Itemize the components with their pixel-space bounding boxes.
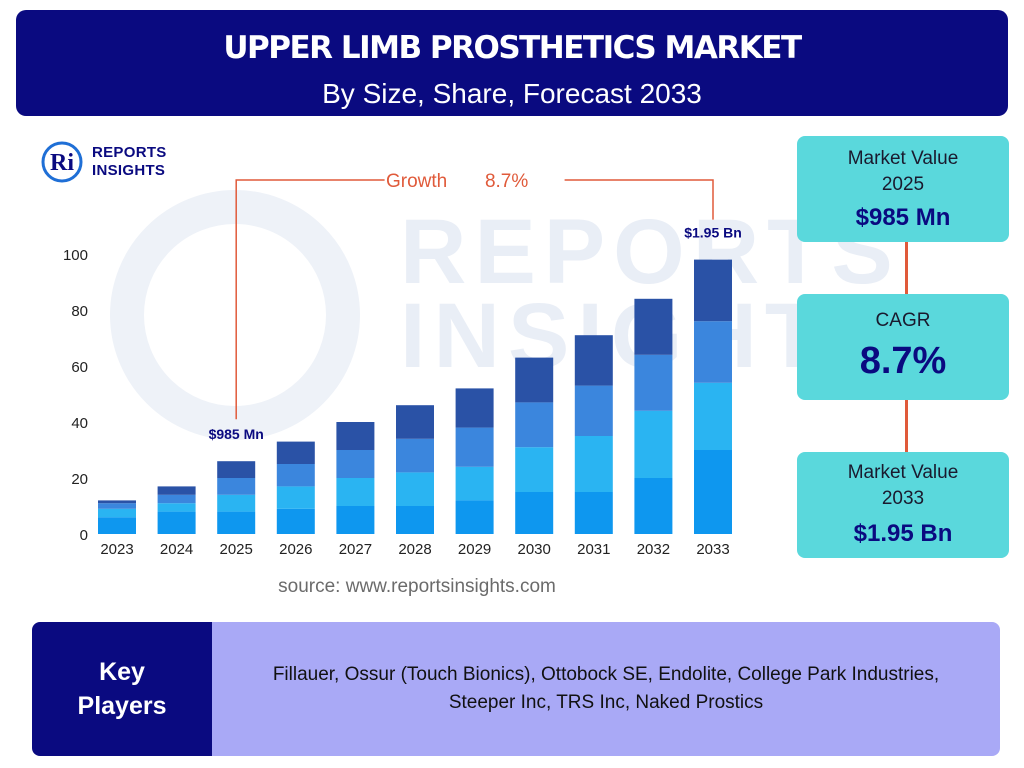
key-players-line-2: Steeper Inc, TRS Inc, Naked Prostics — [448, 692, 764, 713]
stacked-bar-chart: 0 20 40 60 80 100 2023 2024 2025 2026 2027 2028 2029… — [63, 171, 742, 558]
bar-segment — [634, 354, 673, 411]
growth-value: 8.7% — [485, 171, 528, 192]
data-label: $1.95 Bn — [684, 225, 742, 241]
bar-segment — [157, 486, 196, 495]
bar-segment — [515, 357, 554, 403]
x-tick-label: 2031 — [577, 541, 610, 558]
bar-segment — [98, 500, 136, 504]
bar-segment — [455, 388, 494, 428]
source-note: source: www.reportsinsights.com — [278, 576, 556, 597]
card-connector — [905, 400, 908, 452]
bar-segment — [694, 382, 732, 450]
page-title: UPPER LIMB PROSTHETICS MARKET — [223, 30, 802, 66]
y-tick-label: 100 — [63, 247, 88, 264]
bar-segment — [694, 450, 732, 534]
bar-segment — [336, 450, 375, 478]
card-label: Market Value — [847, 148, 959, 169]
bar-segment — [276, 486, 315, 509]
bar-segment — [336, 422, 375, 450]
bar-segment — [276, 464, 315, 487]
bar-segment — [396, 506, 434, 534]
bar-segment — [98, 503, 136, 509]
bar-segment — [515, 447, 554, 492]
bar-segment — [217, 494, 256, 512]
key-players-line-1: Fillauer, Ossur (Touch Bionics), Ottoboc… — [272, 664, 940, 685]
y-tick-label: 60 — [71, 359, 88, 376]
bar-segment — [276, 508, 315, 534]
cagr-value: 8.7% — [859, 340, 947, 382]
growth-bracket-left — [235, 179, 385, 420]
bar-segment — [396, 438, 434, 473]
logo-mark-icon: Ri — [41, 141, 83, 183]
bar-segment — [694, 259, 732, 322]
x-tick-label: 2029 — [458, 541, 491, 558]
card-year: 2033 — [881, 488, 925, 509]
bar-segment — [98, 508, 136, 518]
bar-segment — [98, 517, 136, 534]
x-tick-label: 2024 — [160, 541, 193, 558]
bar-segment — [276, 441, 315, 464]
y-tick-label: 0 — [80, 527, 88, 544]
y-tick-label: 80 — [71, 303, 88, 320]
bar-segment — [396, 405, 434, 439]
market-value-2033-card: Market Value 2033 $1.95 Bn — [797, 452, 1009, 558]
x-tick-label: 2032 — [637, 541, 670, 558]
svg-text:Ri: Ri — [50, 150, 74, 176]
logo-line-1: REPORTS — [92, 144, 167, 161]
bar-segment — [455, 427, 494, 467]
bar-segment — [336, 478, 375, 506]
y-tick-label: 40 — [71, 415, 88, 432]
bar-segment — [217, 511, 256, 534]
bar-segment — [574, 492, 613, 534]
y-tick-label: 20 — [71, 471, 88, 488]
card-value: $1.95 Bn — [853, 520, 953, 547]
cagr-card: CAGR 8.7% — [797, 294, 1009, 400]
growth-bracket-right — [564, 179, 714, 220]
card-value: $985 Mn — [855, 204, 951, 231]
x-tick-label: 2026 — [279, 541, 312, 558]
bar-segment — [157, 494, 196, 504]
bar-segment — [574, 436, 613, 492]
data-label: $985 Mn — [209, 426, 264, 442]
page-subtitle: By Size, Share, Forecast 2033 — [322, 78, 702, 109]
bar-segment — [634, 410, 673, 478]
company-logo: Ri REPORTS INSIGHTS — [40, 140, 220, 184]
bar-segment — [694, 321, 732, 383]
bar-segment — [336, 506, 375, 534]
bar-segment — [515, 492, 554, 534]
card-connector — [905, 242, 908, 294]
bar-segment — [217, 461, 256, 478]
x-tick-label: 2025 — [220, 541, 253, 558]
x-tick-label: 2030 — [518, 541, 551, 558]
key-players-heading: Key Players — [32, 622, 212, 756]
growth-label: Growth — [386, 171, 447, 192]
bar-segment — [455, 500, 494, 534]
bar-segment — [396, 472, 434, 506]
bar-segment — [157, 511, 196, 534]
bar-segment — [574, 385, 613, 436]
bar-segment — [574, 335, 613, 386]
bar-segment — [634, 298, 673, 355]
x-tick-label: 2023 — [100, 541, 133, 558]
cagr-label: CAGR — [875, 310, 931, 331]
bar-segment — [455, 466, 494, 501]
x-tick-label: 2033 — [696, 541, 729, 558]
card-year: 2025 — [881, 174, 925, 195]
market-value-2025-card: Market Value 2025 $985 Mn — [797, 136, 1009, 242]
bar-segment — [157, 503, 196, 512]
x-tick-label: 2028 — [398, 541, 431, 558]
key-players-list: Fillauer, Ossur (Touch Bionics), Ottoboc… — [212, 622, 1000, 756]
bar-segment — [634, 478, 673, 534]
card-label: Market Value — [847, 462, 959, 483]
bar-segment — [217, 478, 256, 495]
header-banner: UPPER LIMB PROSTHETICS MARKET By Size, S… — [16, 10, 1008, 116]
x-tick-label: 2027 — [339, 541, 372, 558]
bar-segment — [515, 402, 554, 448]
logo-line-2: INSIGHTS — [92, 162, 166, 179]
